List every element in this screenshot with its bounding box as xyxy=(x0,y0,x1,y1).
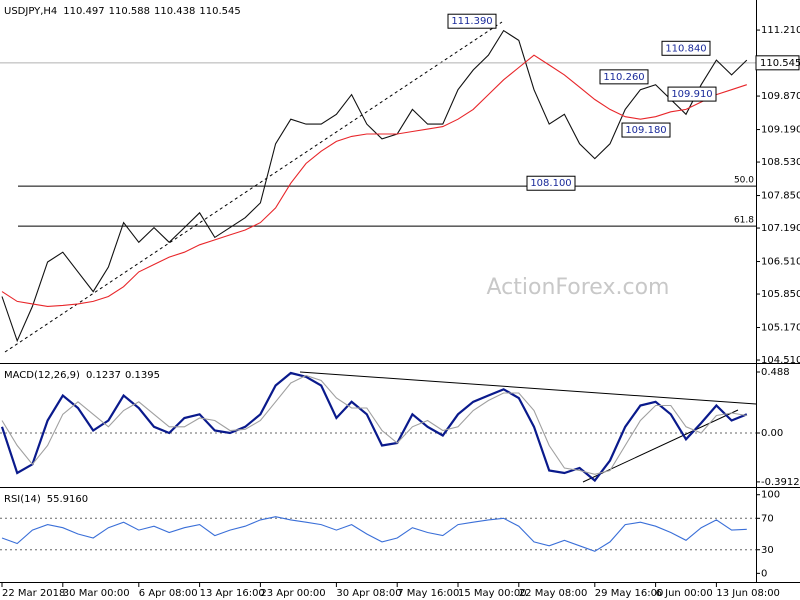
series-line xyxy=(0,371,748,483)
last-price-label: 110.545 xyxy=(760,58,800,69)
watermark: ActionForex.com xyxy=(487,275,670,300)
x-tick-label: 6 Apr 08:00 xyxy=(139,588,198,599)
price-annotation: 108.100 xyxy=(530,178,571,189)
price-annotation-box xyxy=(621,122,671,138)
price-annotation-box xyxy=(661,40,711,56)
x-tick-label: 30 Apr 08:00 xyxy=(336,588,401,599)
header-value: 55.9160 xyxy=(47,494,88,505)
y-tick-label: 0.488 xyxy=(761,367,790,378)
price-annotation: 109.180 xyxy=(625,125,666,136)
x-tick-label: 6 Jun 00:00 xyxy=(656,588,713,599)
price-annotation-box xyxy=(526,175,576,191)
y-tick-label: 107.850 xyxy=(761,191,800,202)
y-tick-label: 108.530 xyxy=(761,157,800,168)
y-tick-label: 70 xyxy=(761,513,774,524)
panel-title: USDJPY,H4 xyxy=(4,6,57,17)
header-value: 0.1395 xyxy=(125,370,160,381)
x-tick-label: 30 Mar 00:00 xyxy=(63,588,130,599)
trend-line xyxy=(582,409,739,483)
y-tick-label: -0.3912 xyxy=(761,477,800,488)
y-tick-label: 100 xyxy=(761,490,780,501)
price-annotation-box xyxy=(599,69,649,85)
last-price-box xyxy=(755,55,800,71)
y-tick-label: 0.00 xyxy=(761,428,783,439)
series-line xyxy=(1,54,747,307)
x-tick-label: 22 Mar 2018 xyxy=(2,588,65,599)
x-tick-label: 22 May 08:00 xyxy=(519,588,588,599)
y-tick-label: 109.190 xyxy=(761,125,800,136)
x-tick-label: 13 Jun 08:00 xyxy=(716,588,780,599)
header-value: 110.497 xyxy=(63,6,104,17)
panel-title: MACD(12,26,9) xyxy=(4,370,80,381)
trend-line xyxy=(299,371,757,405)
series-line xyxy=(1,374,747,475)
y-tick-label: 0 xyxy=(761,568,767,579)
panel-title: RSI(14) xyxy=(4,494,41,505)
y-tick-label: 107.190 xyxy=(761,223,800,234)
series-line xyxy=(1,516,747,552)
x-tick-label: 23 Apr 00:00 xyxy=(260,588,325,599)
fib-label: 61.8 xyxy=(734,216,754,226)
x-tick-label: 15 May 00:00 xyxy=(458,588,527,599)
header-value: 0.1237 xyxy=(86,370,121,381)
header-value: 110.545 xyxy=(199,6,240,17)
price-annotation: 109.910 xyxy=(671,89,712,100)
price-annotation: 110.840 xyxy=(665,43,706,54)
y-tick-label: 106.510 xyxy=(761,257,800,268)
fib-label: 50.0 xyxy=(734,176,754,186)
y-tick-label: 105.850 xyxy=(761,289,800,300)
y-tick-label: 105.170 xyxy=(761,323,800,334)
y-tick-label: 104.510 xyxy=(761,355,800,366)
header-value: 110.438 xyxy=(154,6,195,17)
price-annotation: 110.260 xyxy=(603,72,644,83)
price-annotation-box xyxy=(447,13,497,29)
price-annotation: 111.390 xyxy=(451,16,492,27)
y-tick-label: 109.870 xyxy=(761,91,800,102)
x-tick-label: 13 Apr 16:00 xyxy=(200,588,265,599)
x-tick-label: 7 May 16:00 xyxy=(397,588,459,599)
header-value: 110.588 xyxy=(109,6,150,17)
y-tick-label: 111.210 xyxy=(761,25,800,36)
x-tick-label: 29 May 16:00 xyxy=(595,588,664,599)
y-tick-label: 30 xyxy=(761,545,774,556)
price-annotation-box xyxy=(667,86,717,102)
